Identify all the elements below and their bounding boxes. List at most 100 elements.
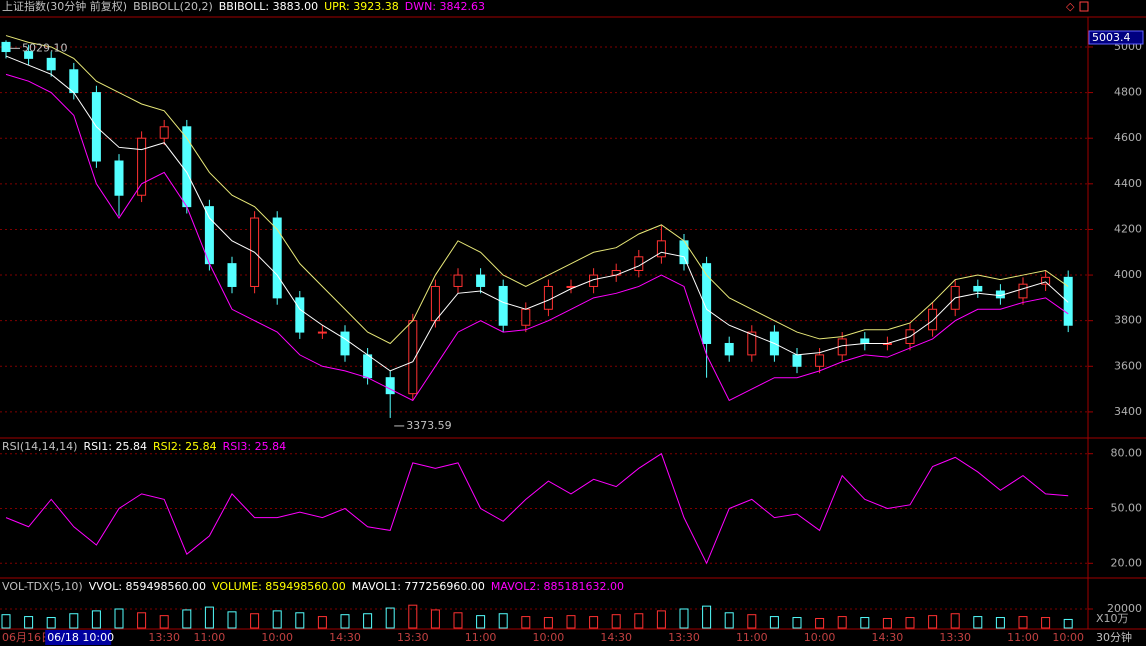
volume-bar	[950, 613, 960, 629]
volume-bar	[340, 614, 350, 629]
x-tick-label: 14:30	[872, 631, 904, 644]
volume-bar	[498, 613, 508, 629]
period-label: 30分钟	[1096, 630, 1132, 644]
y-tick-label: 4200	[1114, 222, 1142, 235]
volume-bar	[91, 610, 101, 629]
candle-body	[724, 342, 734, 356]
volume-bar	[114, 608, 124, 629]
band-line	[5, 55, 1069, 372]
x-tick-label: 06/18 10:00	[47, 631, 114, 644]
x-tick-label: 11:00	[194, 631, 226, 644]
header-text: BBIBOLL(20,2)	[133, 0, 213, 13]
volume-bar	[973, 616, 983, 629]
volume-bar	[815, 617, 825, 629]
candle-body	[114, 160, 124, 196]
candle-body	[973, 285, 983, 292]
candle-body	[928, 308, 938, 331]
candle-body	[747, 331, 757, 356]
annotation: 3373.59	[406, 419, 452, 432]
y-tick-label: 3800	[1114, 314, 1142, 327]
candle-body	[792, 354, 802, 367]
candle-body	[860, 338, 870, 344]
y-tick-label: 4600	[1114, 131, 1142, 144]
candle-body	[453, 274, 463, 287]
volume-bar	[543, 617, 553, 629]
y-tick-label: 50.00	[1111, 502, 1143, 515]
candle-body	[69, 69, 79, 94]
x-tick-label: 14:30	[600, 631, 632, 644]
volume-bar	[1, 614, 11, 629]
candle-body	[1, 41, 11, 53]
volume-bar	[702, 605, 712, 629]
x-tick-label: 13:30	[668, 631, 700, 644]
volume-bar	[769, 616, 779, 629]
volume-bar	[679, 608, 689, 629]
header-text: RSI(14,14,14)	[2, 440, 77, 453]
rsi-line	[5, 452, 1069, 565]
y-tick-label: 4000	[1114, 268, 1142, 281]
candle-body	[385, 377, 395, 395]
volume-bar	[453, 612, 463, 629]
candle-body	[363, 354, 373, 379]
header-text: MAVOL1: 777256960.00	[352, 580, 485, 593]
candle-body	[204, 206, 214, 265]
volume-bar	[837, 616, 847, 629]
volume-bar	[476, 615, 486, 629]
volume-bar	[905, 617, 915, 629]
volume-bar	[204, 606, 214, 629]
candle-body	[272, 217, 282, 299]
header-text: VVOL: 859498560.00	[89, 580, 206, 593]
band-line	[5, 35, 1069, 345]
volume-bar	[521, 616, 531, 629]
candle-body	[521, 308, 531, 326]
candle-body	[543, 285, 553, 310]
volume-bar	[1041, 617, 1051, 629]
y-tick-label: 80.00	[1111, 447, 1143, 460]
volume-bar	[317, 616, 327, 629]
header-text: VOL-TDX(5,10)	[2, 580, 83, 593]
cursor-label: 5003.4	[1092, 31, 1131, 44]
volume-bar	[634, 613, 644, 629]
icon[interactable]: ◇	[1066, 0, 1075, 13]
band-line	[5, 73, 1069, 402]
candle-body	[815, 354, 825, 367]
volume-bar	[747, 614, 757, 629]
unit-label: X10万	[1096, 612, 1129, 625]
y-tick-label: 3400	[1114, 405, 1142, 418]
x-tick-label: 10:00	[804, 631, 836, 644]
candle-body	[295, 297, 305, 333]
x-tick-label: 13:30	[939, 631, 971, 644]
volume-bar	[566, 615, 576, 629]
header-text: RSI1: 25.84	[83, 440, 147, 453]
x-tick-label: 13:30	[397, 631, 429, 644]
header-text: UPR: 3923.38	[324, 0, 399, 13]
header-text: MAVOL2: 885181632.00	[491, 580, 624, 593]
candle-body	[340, 331, 350, 356]
icon[interactable]	[1079, 1, 1089, 12]
volume-bar	[792, 617, 802, 629]
volume-bar	[408, 604, 418, 629]
cursor-box	[1088, 30, 1144, 45]
candle-body	[227, 263, 237, 287]
volume-bar	[137, 612, 147, 629]
volume-bar	[928, 615, 938, 629]
candle-body	[656, 240, 666, 258]
candle-body	[430, 285, 440, 322]
candle-body	[634, 256, 644, 271]
volume-bar	[724, 612, 734, 629]
candle-body	[702, 263, 712, 344]
volume-bar	[1063, 618, 1073, 629]
volume-bar	[159, 615, 169, 629]
volume-bar	[363, 613, 373, 629]
candle-body	[1041, 276, 1051, 285]
volume-bar	[385, 607, 395, 629]
header-text: BBIBOLL: 3883.00	[219, 0, 318, 13]
x-tick-label: 10:00	[1052, 631, 1084, 644]
candle-body	[1063, 276, 1073, 326]
volume-bar	[589, 616, 599, 629]
volume-bar	[182, 609, 192, 629]
volume-bar	[69, 613, 79, 629]
volume-bar	[46, 617, 56, 629]
